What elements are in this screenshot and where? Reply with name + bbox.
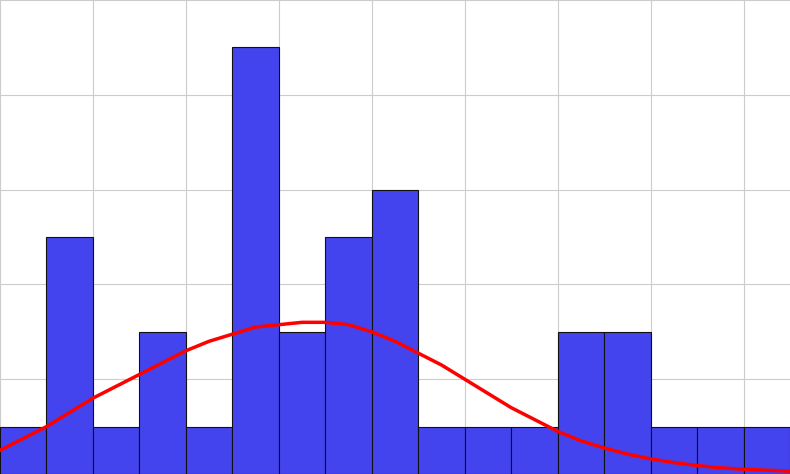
Bar [232,47,279,474]
Bar [697,427,743,474]
Bar [558,332,604,474]
Bar [279,332,325,474]
Bar [139,332,186,474]
Bar [93,427,139,474]
Bar [0,427,47,474]
Bar [511,427,558,474]
Bar [651,427,697,474]
Bar [186,427,232,474]
Bar [418,427,465,474]
Bar [325,237,372,474]
Bar [743,427,790,474]
Bar [47,237,93,474]
Bar [604,332,651,474]
Bar [372,190,418,474]
Bar [465,427,511,474]
